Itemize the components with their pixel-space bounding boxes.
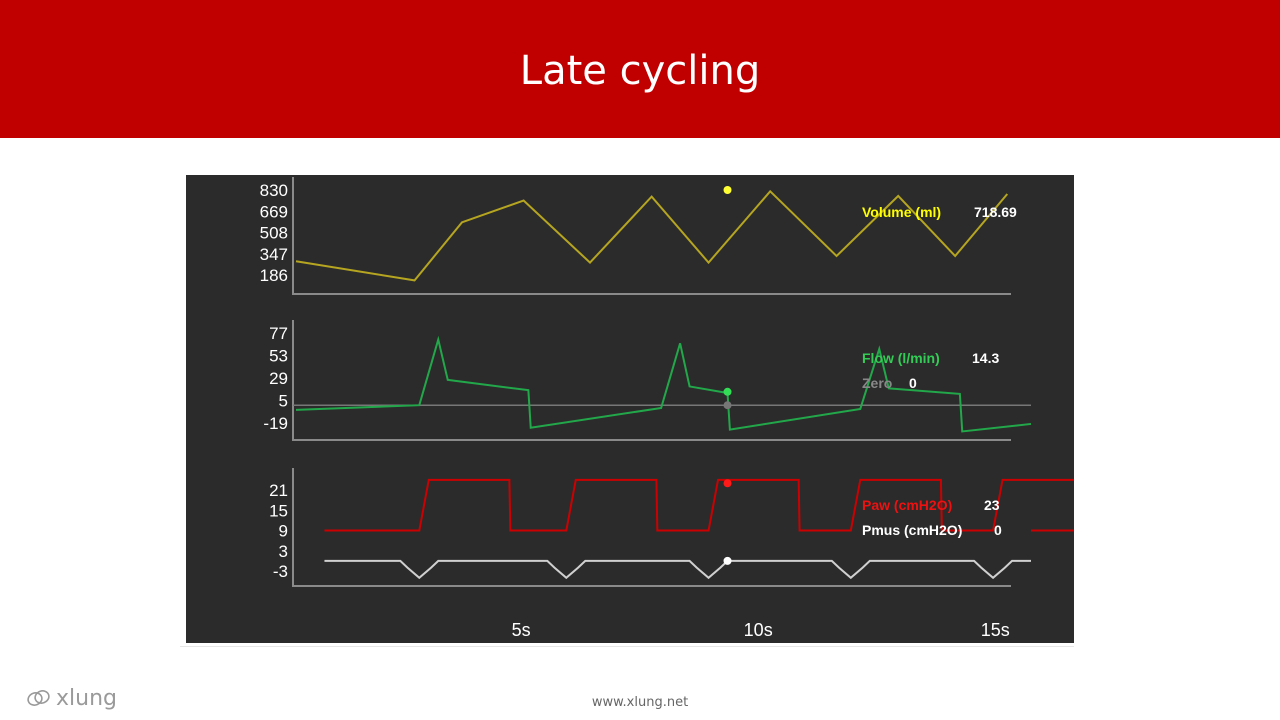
pmus-legend-label: Pmus (cmH2O) <box>862 522 962 538</box>
lung-logo-icon <box>27 690 50 706</box>
pressure-tick-label: 9 <box>279 522 288 541</box>
time-axis-tick-label: 15s <box>981 620 1010 640</box>
slide-title: Late cycling <box>519 48 761 94</box>
flow-tick-label: -19 <box>263 414 288 433</box>
paw-legend-label: Paw (cmH2O) <box>862 497 952 513</box>
volume-tick-label: 669 <box>260 202 288 221</box>
title-bar <box>0 0 1280 138</box>
pressure-tick-label: -3 <box>273 562 288 581</box>
flow-tick-label: 53 <box>269 347 288 366</box>
ventilator-chart: 830 669 508 347 186 Volume (ml) 718.69 77 53 2… <box>186 175 1074 643</box>
flow-legend-value: 14.3 <box>972 350 999 366</box>
flow-legend-label: Flow (l/min) <box>862 350 940 366</box>
time-axis-tick-label: 10s <box>744 620 773 640</box>
pmus-cursor-marker <box>723 556 732 565</box>
flow-trace <box>295 335 1032 433</box>
volume-tick-label: 186 <box>260 266 288 285</box>
volume-tick-label: 347 <box>260 245 288 264</box>
zero-legend-value: 0 <box>909 375 917 391</box>
pmus-trace <box>324 559 1031 580</box>
volume-panel: 830 669 508 347 186 Volume (ml) 718.69 <box>260 177 1017 295</box>
pmus-legend-value: 0 <box>994 522 1002 538</box>
flow-tick-label: 29 <box>269 369 288 388</box>
volume-legend-label: Volume (ml) <box>862 204 941 220</box>
pressure-tick-label: 15 <box>269 501 288 520</box>
flow-panel: 77 53 29 5 -19 Flow (l/min) 14.3 Zero 0 <box>263 320 1032 441</box>
flow-cursor-marker <box>723 387 732 396</box>
volume-cursor-marker <box>723 186 732 194</box>
footer-url: www.xlung.net <box>591 695 689 710</box>
zero-legend-label: Zero <box>862 375 892 391</box>
volume-tick-label: 830 <box>260 181 288 200</box>
paw-cursor-marker <box>723 479 732 488</box>
pressure-tick-label: 3 <box>279 542 288 561</box>
paw-trace <box>324 478 1074 532</box>
chart-underline <box>180 646 1074 647</box>
paw-legend-value: 23 <box>984 497 1000 513</box>
flow-tick-label: 5 <box>279 392 288 411</box>
time-axis-tick-label: 5s <box>512 620 531 640</box>
volume-legend-value: 718.69 <box>974 204 1017 220</box>
logo-text: xlung <box>56 685 117 711</box>
xlung-logo: xlung <box>26 684 117 712</box>
volume-trace <box>295 189 1009 282</box>
pressure-tick-label: 21 <box>269 481 288 500</box>
volume-tick-label: 508 <box>260 224 288 243</box>
flow-tick-label: 77 <box>269 324 288 343</box>
zero-cursor-marker <box>723 401 732 410</box>
